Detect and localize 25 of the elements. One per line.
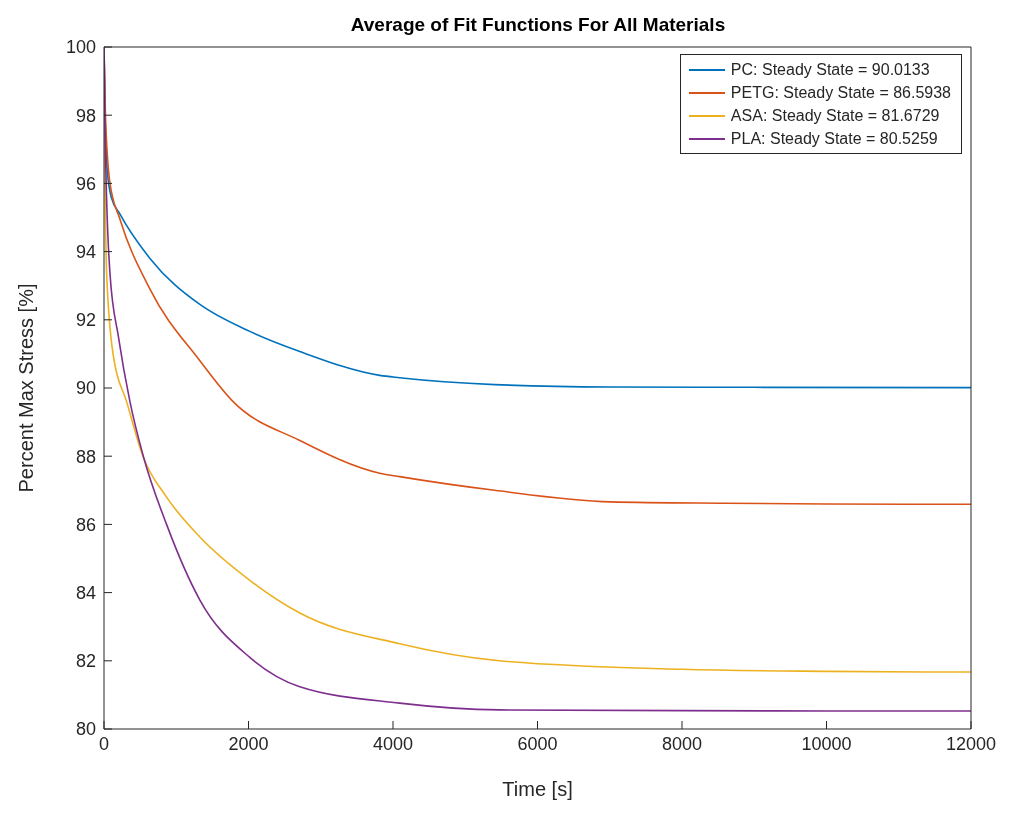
x-tick-label: 8000 xyxy=(661,733,703,754)
y-axis-title: Percent Max Stress [%] xyxy=(15,283,38,493)
legend-label: PLA: Steady State = 80.5259 xyxy=(730,129,938,148)
x-tick-label: 6000 xyxy=(517,733,558,754)
chart-title: Average of Fit Functions For All Materials xyxy=(349,14,727,36)
legend-label: PETG: Steady State = 86.5938 xyxy=(730,83,951,102)
x-tick-label: 10000 xyxy=(801,733,852,754)
y-tick-label: 90 xyxy=(75,378,96,399)
x-tick-label: 0 xyxy=(98,733,110,754)
y-tick-label: 80 xyxy=(75,719,96,740)
legend-label: PC: Steady State = 90.0133 xyxy=(730,60,930,79)
y-tick-label: 82 xyxy=(75,651,96,672)
y-tick-label: 94 xyxy=(75,241,96,262)
x-tick-label: 4000 xyxy=(372,733,414,754)
y-tick-label: 84 xyxy=(75,582,96,603)
y-tick-label: 92 xyxy=(75,310,96,331)
legend-label: ASA: Steady State = 81.6729 xyxy=(730,106,940,125)
x-tick-label: 2000 xyxy=(228,733,269,754)
y-tick-label: 98 xyxy=(75,105,96,126)
x-axis-title: Time [s] xyxy=(502,778,573,800)
x-tick-label: 12000 xyxy=(945,733,997,754)
y-tick-label: 96 xyxy=(75,173,96,194)
y-tick-label: 88 xyxy=(75,446,96,467)
y-tick-label: 100 xyxy=(65,37,96,58)
y-tick-label: 86 xyxy=(75,514,96,535)
